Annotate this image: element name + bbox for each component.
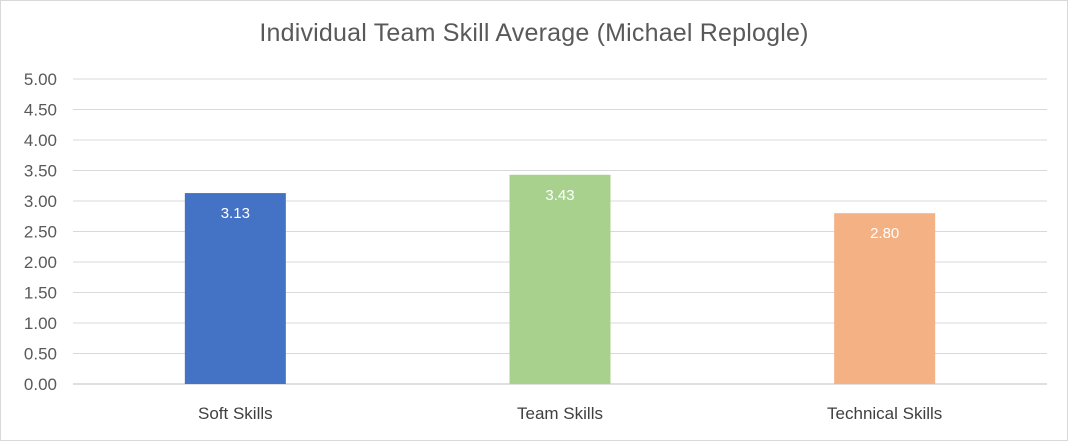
data-label: 2.80	[870, 225, 899, 242]
x-category-label: Technical Skills	[827, 404, 942, 423]
bar-team-skills	[509, 174, 611, 384]
y-tick-label: 1.00	[24, 314, 57, 333]
bars	[184, 174, 936, 384]
y-tick-label: 1.50	[24, 284, 57, 303]
data-label: 3.13	[221, 205, 250, 222]
x-axis-categories: Soft Skills Team Skills Technical Skills	[198, 404, 942, 423]
y-tick-label: 5.00	[24, 70, 57, 89]
y-tick-label: 0.50	[24, 345, 57, 364]
data-label: 3.43	[545, 187, 574, 204]
y-tick-label: 2.50	[24, 223, 57, 242]
bar-soft-skills	[184, 193, 286, 384]
y-axis-ticks: 0.00 0.50 1.00 1.50 2.00 2.50 3.00 3.50 4.00 4.50…	[24, 70, 57, 394]
bar-technical-skills	[834, 213, 936, 384]
x-category-label: Soft Skills	[198, 404, 273, 423]
y-tick-label: 4.00	[24, 131, 57, 150]
y-tick-label: 3.50	[24, 162, 57, 181]
y-tick-label: 0.00	[24, 375, 57, 394]
chart-title: Individual Team Skill Average (Michael R…	[259, 19, 809, 47]
y-tick-label: 2.00	[24, 253, 57, 272]
y-tick-label: 4.50	[24, 101, 57, 120]
y-tick-label: 3.00	[24, 192, 57, 211]
data-labels: 3.13 3.43 2.80	[221, 187, 900, 242]
x-category-label: Team Skills	[517, 404, 603, 423]
